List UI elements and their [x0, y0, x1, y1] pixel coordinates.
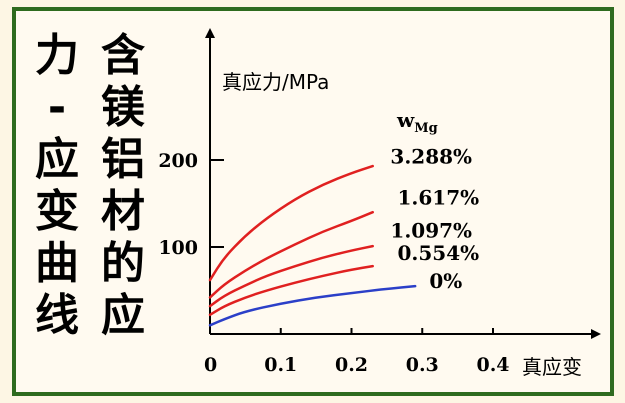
x-axis-title: 真应变 [522, 355, 582, 379]
legend-title: wMg [396, 108, 438, 136]
title-column-left: 力 - 应 变 曲 线 [26, 30, 88, 342]
title-column-right: 含 镁 铝 材 的 应 [92, 30, 154, 342]
series-label: 1.097% [390, 218, 472, 242]
x-tick-label: 0.2 [335, 354, 368, 376]
x-tick-label: 0.3 [406, 354, 439, 376]
x-tick-label: 0 [204, 354, 217, 376]
title-char: 镁 [101, 82, 145, 133]
title-char: 线 [35, 290, 79, 341]
title-char: 的 [101, 238, 145, 289]
y-tick-label: 100 [158, 237, 198, 259]
title-char: 变 [35, 186, 79, 237]
y-axis-title: 真应力/MPa [222, 70, 329, 94]
y-tick-label: 200 [158, 150, 198, 172]
title-char: 含 [101, 30, 145, 81]
legend-title-main: w [396, 108, 415, 132]
title-char: 曲 [35, 238, 79, 289]
x-tick-label: 0.4 [476, 354, 509, 376]
series-line-0 [208, 164, 374, 282]
series-line-3 [208, 264, 374, 317]
title-char: 铝 [101, 134, 145, 185]
series-label: 1.617% [397, 185, 479, 209]
series-label: 0.554% [397, 241, 479, 265]
title-char: 应 [101, 290, 145, 341]
slide-frame [12, 7, 614, 396]
series-label: 3.288% [390, 144, 472, 168]
title-char: 应 [35, 134, 79, 185]
x-tick-label: 0.1 [264, 354, 297, 376]
title-char: 材 [101, 186, 145, 237]
series-line-1 [208, 210, 374, 299]
series-line-4 [208, 284, 417, 327]
title-char: 力 [35, 30, 79, 81]
series-line-2 [208, 244, 374, 308]
title-char: - [47, 82, 67, 133]
legend-title-sub: Mg [414, 121, 437, 136]
series-label: 0% [429, 269, 462, 293]
